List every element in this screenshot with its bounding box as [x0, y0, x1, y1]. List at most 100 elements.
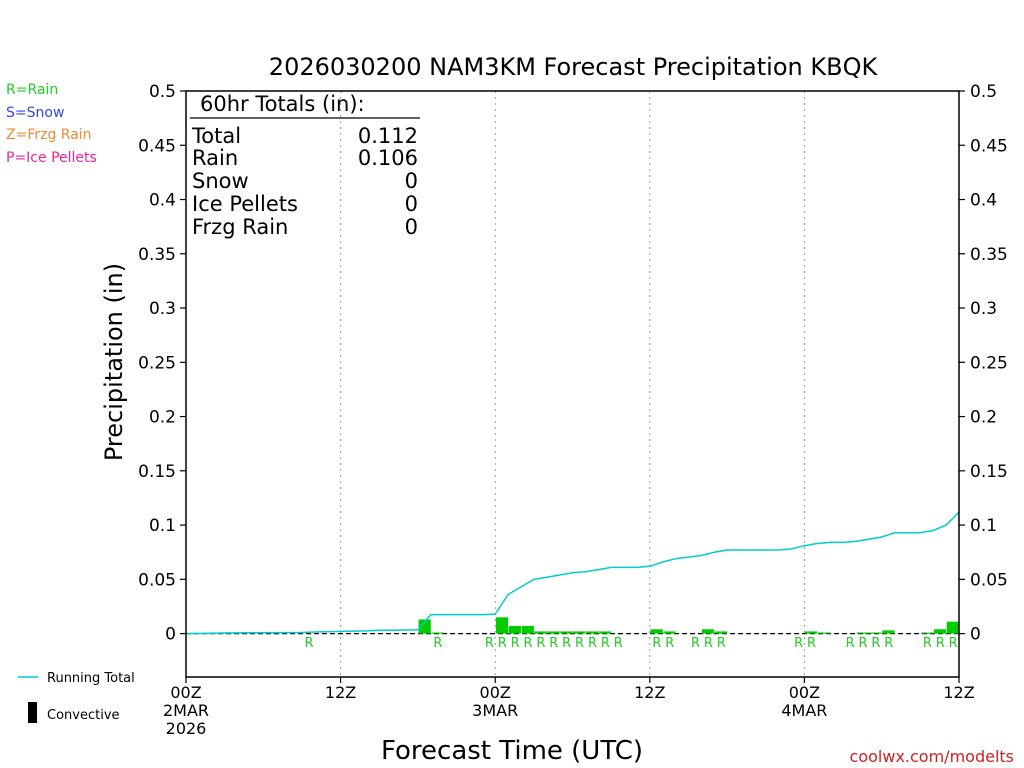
precip-bar-31h	[573, 631, 586, 634]
precip-bar-19h	[418, 619, 431, 634]
precip-type-marker: R	[665, 636, 674, 651]
running-total-line	[185, 511, 960, 635]
y-tick-label-right: 0.4	[970, 191, 997, 211]
totals-value-total: 0.112	[358, 124, 418, 148]
y-tick-label-right: 0.5	[970, 82, 997, 102]
precip-type-marker: R	[614, 636, 623, 651]
precip-type-marker: R	[524, 636, 533, 651]
precip-bar-58h	[920, 632, 934, 634]
precip-bar-20h	[431, 632, 444, 634]
precip-bar-41h	[701, 629, 715, 634]
legend-snow: S=Snow	[6, 105, 65, 121]
totals-value-rain: 0.106	[358, 146, 418, 170]
totals-label-snow: Snow	[192, 169, 249, 193]
y-tick-label-right: 0.05	[970, 570, 1008, 590]
precip-bar-49h	[805, 631, 818, 634]
precip-type-marker: R	[433, 636, 442, 651]
precip-bar-29h	[547, 631, 560, 634]
legend-ice-pellets: P=Ice Pellets	[6, 150, 97, 166]
precip-bar-30h	[560, 631, 573, 634]
precip-type-marker: R	[536, 636, 545, 651]
precip-bar-25h	[495, 617, 509, 634]
x-tick-label: 2026	[166, 719, 207, 738]
series-legend: Running Total Convective	[18, 671, 135, 723]
convective-legend-swatch	[28, 702, 37, 723]
precip-type-marker: R	[923, 636, 932, 651]
plot-frame	[185, 90, 960, 678]
precip-bar-59h	[933, 629, 947, 634]
y-tick-label-left: 0.35	[138, 245, 176, 265]
totals-value-ice-pellets: 0	[405, 192, 418, 216]
chart-title: 2026030200 NAM3KM Forecast Precipitation…	[269, 53, 879, 81]
x-tick-label: 3MAR	[472, 701, 518, 720]
precip-type-marker: R	[652, 636, 661, 651]
precip-type-marker: R	[691, 636, 700, 651]
precip-type-marker: R	[601, 636, 610, 651]
y-tick-label-right: 0.35	[970, 245, 1008, 265]
y-tick-label-right: 0.45	[970, 136, 1008, 156]
totals-label-total: Total	[191, 124, 241, 148]
precip-type-marker: R	[575, 636, 584, 651]
precip-bar-54h	[869, 632, 882, 634]
precip-bar-42h	[714, 631, 728, 634]
legend-rain: R=Rain	[6, 82, 59, 98]
y-tick-label-left: 0	[165, 625, 176, 645]
y-tick-label-right: 0.1	[970, 516, 997, 536]
totals-label-rain: Rain	[192, 146, 238, 170]
y-tick-label-right: 0.2	[970, 408, 997, 428]
totals-label-ice-pellets: Ice Pellets	[192, 192, 298, 216]
y-tick-label-left: 0.4	[149, 191, 176, 211]
precip-type-marker: R	[588, 636, 597, 651]
totals-box: 60hr Totals (in): Total 0.112 Rain 0.106…	[190, 92, 420, 239]
x-tick-label: 00Z	[170, 683, 201, 702]
precip-type-marker: R	[936, 636, 945, 651]
y-tick-label-left: 0.3	[149, 299, 176, 319]
y-tick-label-left: 0.25	[138, 353, 176, 373]
line-layer	[185, 511, 960, 635]
x-tick-label: 12Z	[325, 683, 356, 702]
precip-type-marker: R	[871, 636, 880, 651]
y-tick-label-left: 0.1	[149, 516, 176, 536]
precip-type-marker: R	[949, 636, 958, 651]
precip-bar-53h	[856, 632, 869, 634]
legend-frzg-rain: Z=Frzg Rain	[6, 127, 92, 143]
precip-type-marker: R	[485, 636, 494, 651]
totals-value-snow: 0	[405, 169, 418, 193]
precip-type-marker: R	[549, 636, 558, 651]
precip-type-marker: R	[846, 636, 855, 651]
precip-bar-38h	[663, 631, 676, 634]
precip-bar-27h	[521, 625, 534, 634]
y-tick-label-left: 0.45	[138, 136, 176, 156]
y-tick-label-left: 0.2	[149, 408, 176, 428]
precip-type-marker: R	[717, 636, 726, 651]
x-axis-label: Forecast Time (UTC)	[381, 736, 643, 766]
precip-bar-32h	[586, 631, 599, 634]
precip-type-marker: R	[562, 636, 571, 651]
x-tick-label: 12Z	[634, 683, 665, 702]
y-tick-label-left: 0.5	[149, 82, 176, 102]
precip-bar-50h	[817, 632, 831, 634]
totals-value-frzg-rain: 0	[405, 215, 418, 239]
y-tick-label-right: 0.25	[970, 353, 1008, 373]
precip-bar-33h	[598, 631, 612, 634]
totals-label-frzg-rain: Frzg Rain	[192, 215, 288, 239]
bar-layer	[418, 617, 959, 634]
precip-type-marker: R	[511, 636, 520, 651]
running-total-legend-label: Running Total	[47, 671, 135, 686]
y-tick-label-left: 0.05	[138, 570, 176, 590]
axis-layer: 0 00.05 0.050.1 0.10.15 0.150.2 0.20.25 0.250.…	[138, 82, 1008, 738]
convective-legend-label: Convective	[47, 708, 120, 723]
precip-type-marker: R	[807, 636, 816, 651]
precip-bar-55h	[882, 630, 895, 634]
x-tick-label: 00Z	[480, 683, 511, 702]
precip-type-marker: R	[305, 636, 314, 651]
x-tick-label: 2MAR	[163, 701, 209, 720]
precip-bar-28h	[534, 631, 547, 634]
y-tick-label-left: 0.15	[138, 462, 176, 482]
y-tick-label-right: 0.15	[970, 462, 1008, 482]
precip-type-marker: R	[498, 636, 507, 651]
x-tick-label: 4MAR	[781, 701, 827, 720]
x-tick-label: 00Z	[789, 683, 820, 702]
